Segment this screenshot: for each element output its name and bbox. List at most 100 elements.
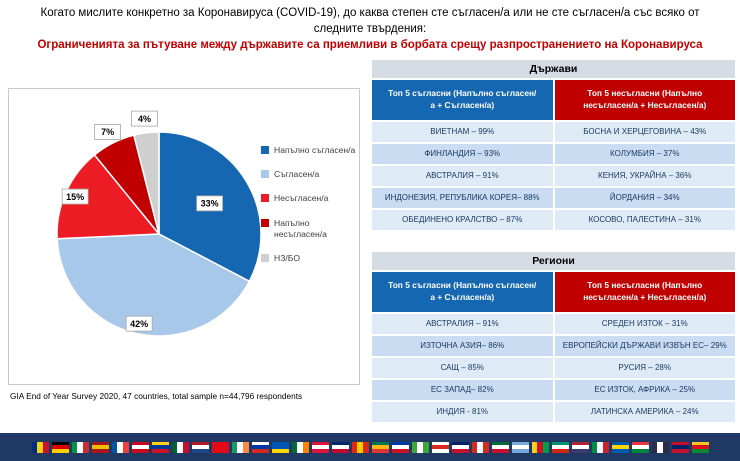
legend-label: Несъгласен/а xyxy=(274,193,329,204)
flag-stripe xyxy=(662,441,669,453)
flag-stripe xyxy=(417,441,423,453)
country-flag-icon xyxy=(671,441,689,453)
flag-stripe xyxy=(211,445,229,449)
legend-item: Несъгласен/а xyxy=(261,193,359,204)
country-flag-icon xyxy=(131,441,149,453)
table-cell: АВСТРАЛИЯ – 91% xyxy=(372,314,553,334)
flag-stripe xyxy=(542,441,549,453)
flag-stripe xyxy=(371,445,389,449)
legend-color-chip xyxy=(261,146,269,154)
legend-color-chip xyxy=(261,194,269,203)
flag-stripe xyxy=(211,441,229,446)
flag-stripe xyxy=(691,448,709,453)
flag-stripe xyxy=(51,441,69,446)
pie-chart: 33% 42% 15% 7% 4% xyxy=(56,110,262,337)
flag-stripe xyxy=(271,445,289,449)
flag-stripe xyxy=(611,441,629,446)
flag-stripe xyxy=(291,441,298,453)
pie-slice-4 xyxy=(132,131,160,235)
table-cell: КЕНИЯ, УКРАЙНА – 36% xyxy=(554,166,735,186)
flag-stripe xyxy=(211,448,229,453)
flag-stripe xyxy=(537,441,543,453)
flag-stripe xyxy=(82,441,89,453)
flag-stripe xyxy=(331,445,349,449)
table-cell: КОСОВО, ПАЛЕСТИНА – 31% xyxy=(554,210,735,230)
flag-stripe xyxy=(491,448,509,453)
flag-stripe xyxy=(371,441,389,446)
table-cell: САЩ – 85% xyxy=(372,358,553,378)
flag-stripe xyxy=(51,448,69,453)
table-cell: ЕС ЗАПАД– 82% xyxy=(372,380,553,400)
flag-stripe xyxy=(491,445,509,449)
flag-stripe xyxy=(551,448,569,453)
flag-stripe xyxy=(571,441,589,446)
table-cell: ОБЕДИНЕНО КРАЛСТВО – 87% xyxy=(372,210,553,230)
flag-stripe xyxy=(191,441,209,446)
flag-stripe xyxy=(431,441,449,446)
country-flag-icon xyxy=(351,441,369,453)
flag-stripe xyxy=(177,441,183,453)
flag-stripe xyxy=(431,445,449,449)
flag-stripe xyxy=(91,445,109,449)
flag-stripe xyxy=(91,441,109,446)
table-cell: ЕВРОПЕЙСКИ ДЪРЖАВИ ИЗВЪН ЕС– 29% xyxy=(554,336,735,356)
flag-stripe xyxy=(31,441,38,453)
results-tables: Държави Топ 5 съгласни (Напълно съгласен/… xyxy=(372,60,735,422)
country-flag-icon xyxy=(191,441,209,453)
table-row: ФИНЛАНДИЯ – 93% КОЛУМБИЯ – 37% xyxy=(372,144,735,164)
country-flag-icon xyxy=(331,441,349,453)
flag-stripe xyxy=(491,441,509,446)
flag-stripe xyxy=(671,445,689,449)
flag-stripe xyxy=(511,448,529,453)
table-cell: ИНДИЯ - 81% xyxy=(372,402,553,422)
table-cell: ЕС ИЗТОК, АФРИКА – 25% xyxy=(554,380,735,400)
flag-stripe xyxy=(237,441,243,453)
country-flag-icon xyxy=(71,441,89,453)
legend-label: Напълно съгласен/а xyxy=(274,145,356,155)
flag-stripe xyxy=(131,445,149,449)
legend-item: Напълно несъгласен/а xyxy=(261,218,359,240)
flag-stripe xyxy=(311,448,329,453)
country-flag-icon xyxy=(411,441,429,453)
table-row: АВСТРАЛИЯ – 91% КЕНИЯ, УКРАЙНА – 36% xyxy=(372,166,735,186)
flag-stripe xyxy=(37,441,43,453)
flag-stripe xyxy=(151,445,169,449)
flag-stripe xyxy=(251,445,269,449)
pie-data-label: 33% xyxy=(196,195,224,212)
country-flag-icon xyxy=(531,441,549,453)
table-row: ЕС ЗАПАД– 82% ЕС ИЗТОК, АФРИКА – 25% xyxy=(372,380,735,400)
svg-text:4%: 4% xyxy=(138,114,151,124)
flag-stripe xyxy=(451,441,469,446)
flag-stripe xyxy=(551,441,569,446)
country-flag-icon xyxy=(491,441,509,453)
flag-stripe xyxy=(482,441,489,453)
flag-stripe xyxy=(311,445,329,449)
legend-item: Съгласен/а xyxy=(261,169,359,180)
country-flag-icon xyxy=(371,441,389,453)
table-row: САЩ – 85% РУСИЯ – 28% xyxy=(372,358,735,378)
country-flag-icon xyxy=(391,441,409,453)
flag-stripe xyxy=(182,441,189,453)
flag-stripe xyxy=(191,445,209,449)
flag-stripe xyxy=(151,448,169,453)
table-cell: ЛАТИНСКА АМЕРИКА – 24% xyxy=(554,402,735,422)
table-cell: ЙОРДАНИЯ – 34% xyxy=(554,188,735,208)
country-flag-icon xyxy=(551,441,569,453)
country-flag-icon xyxy=(691,441,709,453)
flag-stripe xyxy=(391,441,409,446)
table-row: АВСТРАЛИЯ – 91% СРЕДЕН ИЗТОК – 31% xyxy=(372,314,735,334)
legend-label: Напълно несъгласен/а xyxy=(274,217,327,239)
flag-stripe xyxy=(42,441,49,453)
column-header-disagree: Топ 5 несъгласни (Напълно несъгласен/а +… xyxy=(554,80,735,120)
country-flag-icon xyxy=(211,441,229,453)
flag-stripe xyxy=(271,448,289,453)
flag-stripe xyxy=(411,441,418,453)
country-flag-icon xyxy=(611,441,629,453)
flag-stripe xyxy=(551,445,569,449)
flag-stripe xyxy=(511,441,529,446)
flag-stripe xyxy=(331,441,349,446)
table-cell: РУСИЯ – 28% xyxy=(554,358,735,378)
country-flag-icon xyxy=(91,441,109,453)
table-row: ОБЕДИНЕНО КРАЛСТВО – 87% КОСОВО, ПАЛЕСТИН… xyxy=(372,210,735,230)
table-cell: ФИНЛАНДИЯ – 93% xyxy=(372,144,553,164)
